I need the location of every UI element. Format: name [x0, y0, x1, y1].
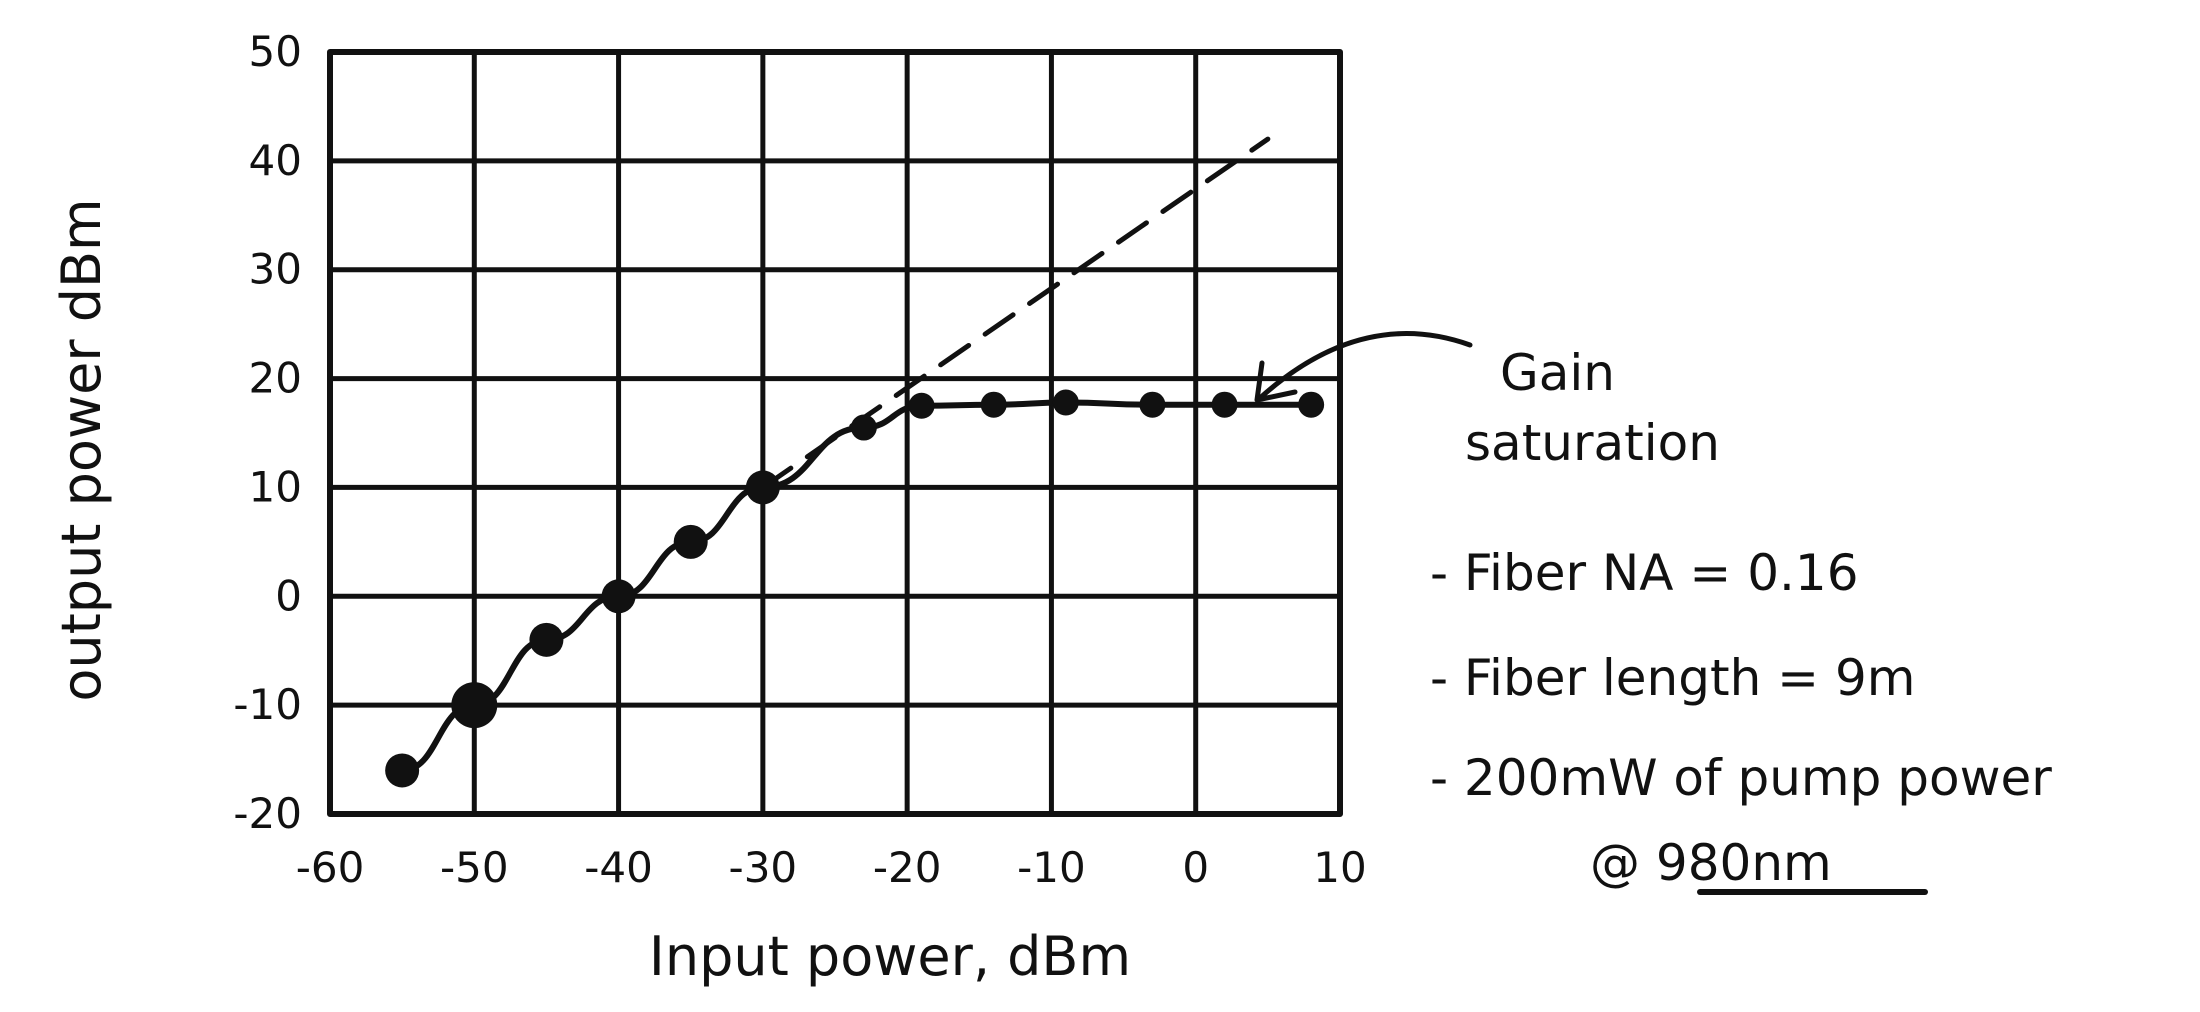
fiber-notes: - Fiber NA = 0.16 - Fiber length = 9m - … [1430, 544, 2052, 895]
x-tick-label: -10 [1017, 843, 1086, 892]
dashed-ideal-line [760, 136, 1271, 490]
y-tick-label: 20 [249, 354, 302, 403]
y-tick-label: 30 [249, 245, 302, 294]
x-tick-labels: -60 -50 -40 -30 -20 -10 0 10 [296, 843, 1367, 892]
data-point [980, 391, 1007, 418]
grid [327, 49, 1343, 817]
x-tick-label: -40 [584, 843, 653, 892]
y-tick-label: -20 [233, 789, 302, 838]
data-point [1052, 389, 1079, 416]
y-tick-label: 0 [275, 571, 302, 620]
y-tick-label: 10 [249, 462, 302, 511]
note-pump-power: - 200mW of pump power [1430, 749, 2052, 807]
y-tick-label: 50 [249, 27, 302, 76]
data-point [529, 622, 564, 657]
gain-saturation-annotation: Gain saturation [1254, 331, 1720, 472]
note-fiber-length: - Fiber length = 9m [1430, 649, 1915, 707]
data-point [745, 470, 780, 505]
annotation-line-2: saturation [1465, 414, 1720, 472]
y-axis-title: output power dBm [50, 198, 113, 701]
y-tick-label: -10 [233, 680, 302, 729]
plot-frame [327, 49, 1343, 817]
data-point [908, 392, 935, 419]
data-point [1211, 391, 1238, 418]
data-point [1298, 391, 1325, 418]
output-power-curve [399, 399, 1315, 774]
y-tick-labels: 50 40 30 20 10 0 -10 -20 [233, 27, 302, 838]
annotation-arrow [1257, 331, 1473, 401]
ideal-linear-gain [760, 136, 1271, 490]
data-point [385, 753, 420, 788]
data-point [850, 414, 877, 441]
data-point [451, 682, 498, 729]
annotation-line-1: Gain [1500, 344, 1615, 402]
y-tick-label: 40 [249, 136, 302, 185]
note-pump-wavelength: @ 980nm [1590, 834, 1832, 892]
x-tick-label: 0 [1182, 843, 1209, 892]
x-tick-label: -50 [440, 843, 509, 892]
x-tick-label: -30 [729, 843, 798, 892]
data-point [673, 524, 708, 559]
x-tick-label: -20 [873, 843, 942, 892]
x-tick-label: -60 [296, 843, 365, 892]
annotation-text: Gain saturation [1465, 344, 1720, 472]
series [385, 389, 1325, 788]
note-fiber-na: - Fiber NA = 0.16 [1430, 544, 1859, 602]
x-axis-title: Input power, dBm [649, 925, 1131, 988]
x-tick-label: 10 [1313, 843, 1366, 892]
data-point [601, 579, 636, 614]
data-point [1139, 391, 1166, 418]
annotation-arrowhead [1254, 360, 1298, 403]
